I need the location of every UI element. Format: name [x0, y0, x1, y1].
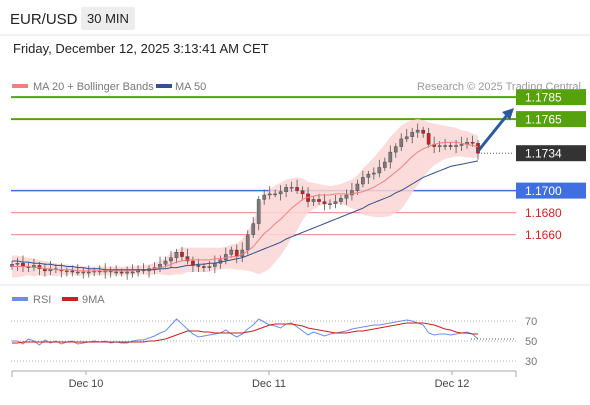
candle-body: [388, 151, 393, 163]
legend-label-ma20: MA 20 + Bollinger Bands: [33, 81, 154, 93]
candle-body: [185, 256, 190, 262]
rsi-tick-30: 30: [525, 356, 537, 368]
candle-body: [245, 234, 250, 251]
candle-body: [202, 266, 206, 268]
candle-body: [350, 190, 354, 196]
candle-body: [322, 201, 327, 205]
candle-body: [371, 172, 376, 175]
candle-body: [86, 271, 91, 274]
datetime-label: Friday, December 12, 2025 3:13:41 AM CET: [13, 41, 269, 56]
bollinger-band: [12, 119, 478, 278]
candle-body: [163, 260, 168, 265]
candle-body: [295, 187, 299, 191]
forecast-arrow: [476, 113, 510, 153]
candle-body: [256, 199, 261, 224]
x-tick-label: Dec 11: [252, 378, 286, 390]
candle-body: [393, 146, 398, 153]
candle-body: [448, 145, 453, 147]
candle-body: [410, 132, 415, 137]
candle-body: [75, 271, 80, 274]
candle-body: [125, 271, 129, 274]
candle-body: [333, 201, 338, 205]
candle-body: [180, 251, 184, 257]
candle-body: [169, 257, 173, 262]
level-label-1.1700: 1.1700: [525, 184, 562, 198]
candle-body: [262, 194, 267, 200]
rsi-tick-70: 70: [525, 316, 537, 328]
candle-body: [382, 161, 387, 168]
ma20-line: [12, 141, 479, 272]
candle-body: [196, 265, 201, 267]
candle-body: [70, 270, 75, 273]
level-label-1.1765: 1.1765: [525, 113, 562, 127]
candle-body: [377, 167, 382, 174]
candle-body: [273, 193, 277, 196]
level-label-1.1680: 1.1680: [525, 206, 562, 220]
candle-body: [339, 198, 343, 202]
candle-body: [404, 136, 409, 140]
candle-body: [415, 129, 420, 133]
candle-body: [437, 145, 442, 147]
legend-swatch-rsi: [12, 297, 28, 301]
current-price-label: 1.1734: [525, 147, 562, 161]
legend-label-rsi: RSI: [33, 294, 51, 306]
candle-body: [443, 145, 447, 147]
forecast-arrowhead: [502, 108, 514, 120]
candle-body: [64, 270, 69, 273]
candle-body: [278, 191, 283, 195]
candle-body: [284, 187, 288, 192]
candle-body: [37, 265, 42, 269]
candle-body: [81, 271, 86, 274]
candle-body: [344, 194, 349, 199]
candle-body: [355, 183, 360, 191]
candle-body: [289, 187, 294, 189]
candle-body: [207, 266, 212, 268]
source-label: Research © 2025 Trading Central: [417, 81, 581, 93]
candle-body: [130, 271, 135, 274]
candle-body: [251, 223, 256, 235]
level-label-1.1660: 1.1660: [525, 228, 562, 242]
candle-body: [470, 141, 475, 144]
candle-body: [300, 190, 305, 195]
candle-body: [421, 129, 426, 134]
ma50-line: [12, 160, 479, 271]
legend-swatch-ma20: [12, 84, 28, 88]
candle-body: [234, 249, 239, 257]
level-label-1.1785: 1.1785: [525, 91, 562, 105]
candle-body: [366, 173, 371, 178]
timeframe-badge[interactable]: 30 MIN: [81, 7, 135, 30]
candle-body: [459, 144, 464, 146]
legend-swatch-9ma: [62, 297, 78, 301]
legend-label-9ma: 9MA: [82, 294, 105, 306]
candle-body: [229, 249, 234, 255]
legend-swatch-ma50: [156, 84, 172, 88]
x-tick-label: Dec 12: [435, 378, 470, 390]
x-tick-label: Dec 10: [69, 378, 104, 390]
candle-body: [328, 203, 332, 206]
candle-body: [15, 263, 20, 265]
candle-body: [311, 199, 316, 202]
candle-body: [317, 199, 321, 202]
level-tag-1.1785: [516, 89, 586, 106]
candle-body: [454, 145, 458, 147]
level-tag-1.1765: [516, 111, 586, 128]
candle-body: [399, 138, 404, 147]
level-tag-1.1700: [516, 182, 586, 199]
rsi-tick-50: 50: [525, 336, 537, 348]
candle-body: [174, 251, 179, 258]
symbol-title: EUR/USD: [10, 11, 78, 28]
current-price-tag: [516, 145, 586, 162]
legend-label-ma50: MA 50: [175, 81, 206, 93]
candle-body: [267, 193, 272, 196]
candle-body: [361, 177, 365, 185]
rsi-series-9MA: [12, 322, 478, 344]
candle-body: [426, 133, 431, 145]
candle-body: [119, 271, 124, 274]
candle-body: [114, 271, 119, 274]
